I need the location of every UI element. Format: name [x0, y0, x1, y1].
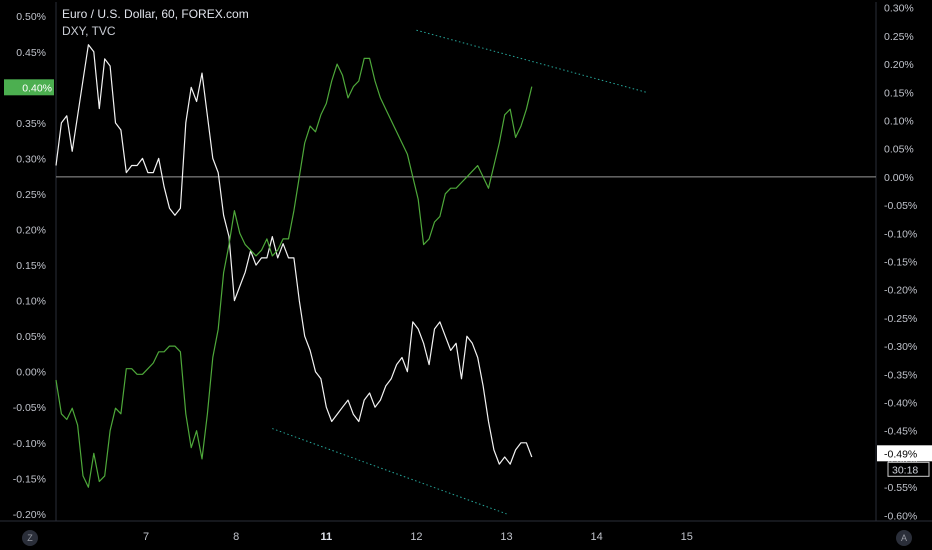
- left-axis-tick-label: 0.10%: [16, 296, 46, 308]
- left-axis-highlight-badge: [4, 79, 54, 96]
- right-axis-tick-label: -0.25%: [884, 313, 917, 325]
- right-axis-tick-label: 0.30%: [884, 3, 914, 15]
- time-axis-tick-label: 12: [410, 531, 422, 543]
- right-axis-tick-label: -0.20%: [884, 285, 917, 297]
- compare-symbol-label[interactable]: DXY, TVC: [62, 24, 116, 38]
- right-axis-tick-label: -0.15%: [884, 257, 917, 269]
- price-badge-label: -0.49%: [884, 448, 917, 460]
- left-axis-tick-label: -0.10%: [13, 438, 46, 450]
- time-axis-tick-label: 15: [681, 531, 693, 543]
- left-axis-tick-label: 0.30%: [16, 153, 46, 165]
- right-axis-tick-label: 0.15%: [884, 87, 914, 99]
- time-axis-tick-label: 7: [143, 531, 149, 543]
- right-axis-tick-label: -0.60%: [884, 510, 917, 522]
- auto-scale-button[interactable]: A: [896, 530, 912, 546]
- lower-trendline: [272, 428, 507, 515]
- left-axis-tick-label: 0.15%: [16, 260, 46, 272]
- left-axis-tick-label: -0.15%: [13, 473, 46, 485]
- right-axis-tick-label: 0.05%: [884, 144, 914, 156]
- time-axis-tick-label: 8: [233, 531, 239, 543]
- zoom-reset-button[interactable]: Z: [22, 530, 38, 546]
- left-axis-tick-label: 0.35%: [16, 118, 46, 130]
- countdown-badge: [887, 461, 930, 477]
- left-axis-tick-label: 0.50%: [16, 11, 46, 23]
- right-axis-tick-label: -0.35%: [884, 369, 917, 381]
- symbol-title[interactable]: Euro / U.S. Dollar, 60, FOREX.com: [62, 7, 249, 21]
- countdown-label: 30:18: [892, 464, 918, 476]
- left-axis-tick-label: -0.05%: [13, 402, 46, 414]
- time-axis-tick-label: 13: [500, 531, 512, 543]
- left-axis-tick-label: 0.25%: [16, 189, 46, 201]
- time-axis-tick-label: 11: [321, 531, 333, 543]
- right-axis-tick-label: -0.40%: [884, 398, 917, 410]
- right-axis-tick-label: -0.05%: [884, 200, 917, 212]
- left-axis-highlight-label: 0.40%: [22, 82, 52, 94]
- right-axis-tick-label: -0.55%: [884, 482, 917, 494]
- left-axis-tick-label: 0.45%: [16, 47, 46, 59]
- dxy-series-line: [55, 57, 533, 488]
- right-axis-tick-label: 0.20%: [884, 59, 914, 71]
- right-axis-tick-label: 0.25%: [884, 31, 914, 43]
- left-axis-tick-label: 0.00%: [16, 367, 46, 379]
- right-axis-tick-label: -0.45%: [884, 426, 917, 438]
- eurusd-series-line: [55, 44, 533, 465]
- left-axis-tick-label: -0.20%: [13, 509, 46, 521]
- left-axis-tick-label: 0.05%: [16, 331, 46, 343]
- upper-trendline: [416, 29, 647, 93]
- price-badge: [877, 445, 932, 462]
- right-axis-tick-label: 0.10%: [884, 115, 914, 127]
- right-axis-tick-label: -0.10%: [884, 228, 917, 240]
- right-axis-tick-label: 0.00%: [884, 172, 914, 184]
- time-axis-tick-label: 14: [591, 531, 603, 543]
- right-axis-tick-label: -0.30%: [884, 341, 917, 353]
- left-axis-tick-label: 0.20%: [16, 225, 46, 237]
